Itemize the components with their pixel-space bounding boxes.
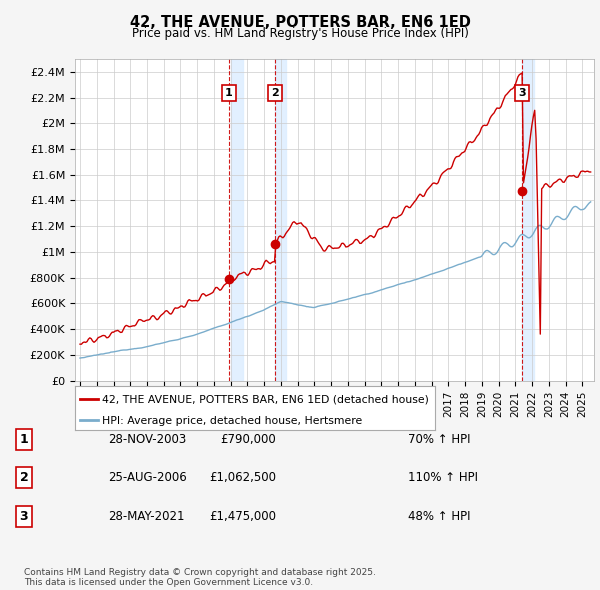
- Text: 48% ↑ HPI: 48% ↑ HPI: [408, 510, 470, 523]
- Text: Price paid vs. HM Land Registry's House Price Index (HPI): Price paid vs. HM Land Registry's House …: [131, 27, 469, 40]
- Text: 70% ↑ HPI: 70% ↑ HPI: [408, 433, 470, 446]
- Text: 1: 1: [225, 88, 233, 98]
- Bar: [230, 59, 243, 381]
- Text: 1: 1: [20, 433, 28, 446]
- Text: £790,000: £790,000: [220, 433, 276, 446]
- Text: £1,475,000: £1,475,000: [209, 510, 276, 523]
- Text: 28-NOV-2003: 28-NOV-2003: [108, 433, 186, 446]
- Text: 42, THE AVENUE, POTTERS BAR, EN6 1ED: 42, THE AVENUE, POTTERS BAR, EN6 1ED: [130, 15, 470, 30]
- Text: 25-AUG-2006: 25-AUG-2006: [108, 471, 187, 484]
- Text: £1,062,500: £1,062,500: [209, 471, 276, 484]
- Bar: [275, 59, 286, 381]
- Bar: [522, 59, 534, 381]
- Text: 3: 3: [20, 510, 28, 523]
- Text: 110% ↑ HPI: 110% ↑ HPI: [408, 471, 478, 484]
- Text: 3: 3: [518, 88, 526, 98]
- Text: 42, THE AVENUE, POTTERS BAR, EN6 1ED (detached house): 42, THE AVENUE, POTTERS BAR, EN6 1ED (de…: [102, 394, 429, 404]
- Text: Contains HM Land Registry data © Crown copyright and database right 2025.
This d: Contains HM Land Registry data © Crown c…: [24, 568, 376, 587]
- Text: HPI: Average price, detached house, Hertsmere: HPI: Average price, detached house, Hert…: [102, 416, 362, 426]
- Text: 2: 2: [271, 88, 279, 98]
- Text: 2: 2: [20, 471, 28, 484]
- Text: 28-MAY-2021: 28-MAY-2021: [108, 510, 185, 523]
